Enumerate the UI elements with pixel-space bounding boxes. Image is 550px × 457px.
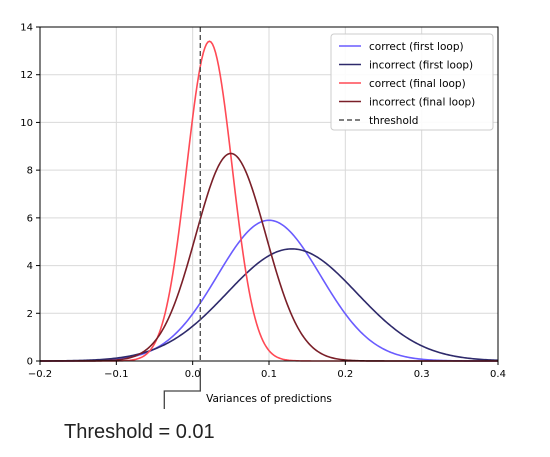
x-tick-label-2: 0.0 — [185, 369, 201, 380]
annotation-bracket — [163, 368, 201, 409]
y-tick-label-2: 4 — [27, 261, 33, 272]
legend: correct (first loop) incorrect (first loo… — [330, 33, 494, 131]
x-axis-label: Variances of predictions — [206, 393, 332, 405]
y-tick-label-7: 14 — [20, 23, 33, 34]
y-tick-label-0: 0 — [27, 357, 33, 368]
x-tick-label-4: 0.2 — [337, 369, 353, 380]
y-tick-label-5: 10 — [20, 118, 33, 129]
x-tick-labels: −0.2 −0.1 0.0 0.1 0.2 0.3 0.4 — [28, 369, 506, 380]
legend-box — [330, 33, 494, 131]
y-tick-label-4: 8 — [27, 166, 33, 177]
x-tick-label-5: 0.3 — [414, 369, 430, 380]
y-tick-label-1: 2 — [27, 309, 33, 320]
y-tick-label-6: 12 — [20, 70, 33, 81]
legend-label-3: correct (final loop) — [369, 78, 466, 90]
x-tick-label-6: 0.4 — [490, 369, 506, 380]
threshold-annotation: Threshold = 0.01 — [64, 368, 215, 443]
axes — [36, 26, 499, 365]
y-tick-labels: 0 2 4 6 8 10 12 14 — [20, 23, 33, 368]
x-tick-label-1: −0.1 — [104, 369, 128, 380]
legend-label-4: incorrect (final loop) — [369, 96, 475, 108]
legend-label-2: incorrect (first loop) — [369, 59, 473, 71]
legend-label-5: threshold — [369, 115, 418, 127]
series-line-2 — [39, 248, 499, 362]
x-tick-label-0: −0.2 — [28, 369, 52, 380]
legend-label-1: correct (first loop) — [369, 41, 464, 53]
annotation-label: Threshold = 0.01 — [64, 421, 215, 443]
x-tick-label-3: 0.1 — [261, 369, 277, 380]
y-tick-label-3: 6 — [27, 213, 33, 224]
